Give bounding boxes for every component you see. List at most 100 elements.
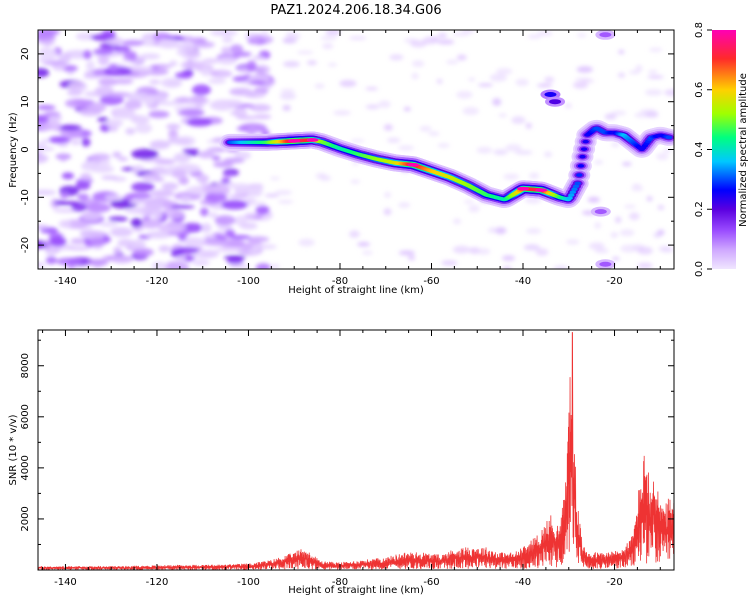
noise-blob	[125, 127, 136, 135]
noise-blob	[38, 104, 56, 110]
noise-blob	[247, 91, 257, 97]
noise-blob	[230, 235, 251, 240]
noise-blob	[101, 175, 118, 180]
noise-blob	[451, 32, 470, 37]
noise-blob	[617, 72, 626, 78]
noise-blob	[251, 244, 277, 250]
noise-blob	[208, 212, 218, 218]
noise-blob	[564, 103, 572, 109]
noise-blob	[82, 49, 92, 60]
noise-blob	[135, 123, 153, 134]
noise-blob	[437, 39, 455, 45]
noise-blob	[158, 222, 187, 234]
noise-blob	[61, 172, 75, 180]
snr-x-tick-label: -120	[146, 577, 169, 588]
noise-blob	[314, 83, 325, 89]
noise-blob	[487, 227, 498, 233]
ridge-segment	[579, 154, 586, 159]
spectrogram-x-tick-label: -20	[606, 276, 622, 287]
noise-blob	[453, 218, 462, 225]
noise-blob	[255, 263, 271, 269]
noise-blob	[208, 78, 227, 85]
noise-blob	[635, 64, 643, 73]
noise-blob	[113, 246, 122, 255]
noise-blob	[383, 208, 392, 216]
snr-y-tick-label: 6000	[20, 404, 31, 429]
noise-blob	[411, 72, 419, 80]
noise-blob	[167, 137, 192, 145]
noise-blob	[223, 157, 245, 164]
noise-blob	[527, 34, 542, 39]
noise-blob	[493, 149, 508, 156]
hotspot	[594, 209, 607, 215]
noise-blob	[59, 191, 69, 199]
noise-blob	[587, 196, 600, 203]
noise-blob	[365, 104, 380, 110]
noise-blob	[94, 85, 114, 96]
noise-blob	[648, 47, 663, 52]
noise-blob	[64, 98, 91, 108]
noise-blob	[89, 237, 106, 247]
noise-blob	[79, 173, 92, 181]
noise-blob	[86, 202, 111, 213]
noise-blob	[39, 47, 53, 53]
noise-blob	[315, 172, 327, 180]
noise-blob	[200, 66, 211, 77]
snr-y-axis: 2000 4000 6000 8000	[20, 339, 674, 545]
noise-blob	[543, 151, 553, 158]
noise-blob	[228, 194, 248, 199]
noise-blob	[110, 255, 134, 264]
noise-blob	[566, 239, 580, 245]
noise-blob	[222, 172, 235, 177]
noise-blob	[59, 124, 82, 131]
noise-blob	[411, 60, 425, 68]
noise-blob	[658, 245, 672, 252]
noise-blob	[144, 200, 163, 212]
noise-blob	[53, 137, 72, 143]
noise-blob	[422, 36, 438, 45]
colorbar-tick-label: 0.2	[694, 201, 705, 217]
noise-blob	[468, 77, 476, 82]
noise-blob	[228, 263, 250, 269]
noise-blob	[129, 239, 146, 250]
noise-blob	[175, 41, 197, 51]
noise-blob	[528, 172, 540, 179]
noise-blob	[173, 152, 191, 163]
noise-blob	[139, 53, 161, 60]
noise-blob	[378, 100, 391, 109]
noise-blob	[199, 249, 220, 258]
noise-blob	[237, 67, 250, 73]
noise-blob	[250, 184, 262, 194]
noise-blob	[274, 189, 293, 196]
spectrogram-y-axis: -20 -10 0 10 20	[20, 29, 674, 270]
noise-blob	[349, 230, 360, 238]
noise-blob	[221, 199, 248, 210]
noise-blob	[38, 30, 60, 35]
noise-blob	[75, 32, 97, 41]
noise-blob	[230, 44, 244, 55]
noise-blob	[657, 204, 665, 210]
noise-blob	[515, 78, 529, 87]
noise-blob	[419, 125, 432, 132]
noise-blob	[296, 50, 314, 55]
noise-blob	[75, 181, 91, 191]
noise-blob	[45, 256, 57, 265]
noise-blob	[196, 174, 209, 184]
noise-blob	[498, 113, 508, 118]
ridge-peak	[306, 138, 319, 142]
noise-blob	[637, 262, 653, 269]
noise-blob	[76, 193, 90, 201]
noise-blob	[253, 114, 272, 120]
noise-blob	[221, 46, 232, 55]
noise-blob	[573, 81, 589, 89]
noise-blob	[320, 35, 338, 41]
noise-blob	[656, 153, 669, 161]
noise-blob	[664, 89, 674, 96]
noise-blob	[108, 63, 118, 73]
noise-blob	[325, 30, 341, 36]
noise-blob	[614, 216, 622, 224]
noise-blob	[210, 30, 238, 36]
noise-blob	[576, 66, 593, 73]
noise-blob	[279, 92, 297, 100]
noise-blob	[618, 49, 625, 54]
